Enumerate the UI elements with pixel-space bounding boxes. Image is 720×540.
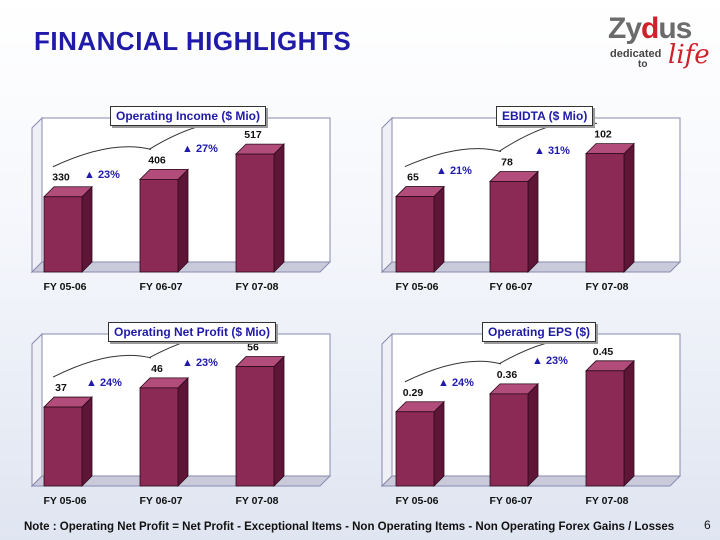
data-label: 102 xyxy=(594,129,612,141)
data-label: 517 xyxy=(244,129,262,141)
data-label: 406 xyxy=(148,154,166,166)
growth-label: ▲ 27% xyxy=(182,143,218,155)
bar-0 xyxy=(43,185,93,273)
x-tick-label: FY 05-06 xyxy=(44,495,87,507)
bar-side-face xyxy=(527,382,539,487)
bar-0 xyxy=(43,396,93,487)
page-number: 6 xyxy=(704,518,711,532)
data-label: 330 xyxy=(52,172,70,184)
bar-side-face xyxy=(433,185,445,273)
chart-svg: 0.29 FY 05-06 0.36 FY 06-07 0.45 FY 07-08 ▲ 24… xyxy=(380,332,682,507)
plot-side-wall xyxy=(381,332,393,488)
bar-front-face xyxy=(395,411,435,487)
company-logo: Zydus dedicated to life xyxy=(602,10,710,72)
page-title: FINANCIAL HIGHLIGHTS xyxy=(34,26,352,56)
data-label: 46 xyxy=(151,363,163,375)
data-label: 0.36 xyxy=(497,369,518,381)
bar-front-face xyxy=(585,153,625,273)
bar-front-face xyxy=(395,196,435,273)
growth-connector xyxy=(52,354,152,378)
bar-front-face xyxy=(585,370,625,487)
growth-label: ▲ 24% xyxy=(86,377,122,389)
bar-front-face xyxy=(489,393,529,487)
x-tick-label: FY 06-07 xyxy=(140,281,183,293)
bar-front-face xyxy=(139,179,179,273)
chart-title: Operating EPS ($) xyxy=(482,322,597,342)
bar-2 xyxy=(235,355,285,487)
x-tick-label: FY 06-07 xyxy=(140,495,183,507)
growth-label: ▲ 23% xyxy=(532,355,568,367)
data-label: 0.45 xyxy=(593,346,614,358)
chart-operating-eps: 0.29 FY 05-06 0.36 FY 06-07 0.45 FY 07-08 ▲ 24… xyxy=(374,316,684,516)
growth-label: ▲ 23% xyxy=(182,357,218,369)
data-label: 65 xyxy=(407,172,419,184)
x-tick-label: FY 07-08 xyxy=(586,495,629,507)
chart-title: Operating Income ($ Mio) xyxy=(110,106,267,126)
bar-side-face xyxy=(433,400,445,487)
logo-tagline-life: life xyxy=(668,40,710,70)
bar-side-face xyxy=(81,396,93,487)
growth-label: ▲ 31% xyxy=(534,145,570,157)
bar-1 xyxy=(139,376,189,487)
bar-2 xyxy=(585,142,635,273)
x-tick-label: FY 07-08 xyxy=(236,495,279,507)
logo-tagline-dedicated: dedicated xyxy=(610,48,662,60)
data-label: 37 xyxy=(55,382,67,394)
chart-svg: 37 FY 05-06 46 FY 06-07 56 FY 07-08 ▲ 24% ▲ 23% xyxy=(30,332,332,507)
bar-side-face xyxy=(273,355,285,487)
bar-side-face xyxy=(527,170,539,273)
bar-side-face xyxy=(177,168,189,273)
bar-side-face xyxy=(81,185,93,273)
chart-ebidta: 65 FY 05-06 78 FY 06-07 102 FY 07-08 ▲ 21% ▲ 31… xyxy=(374,100,684,305)
x-tick-label: FY 07-08 xyxy=(586,281,629,293)
growth-label: ▲ 24% xyxy=(438,377,474,389)
growth-label: ▲ 21% xyxy=(436,165,472,177)
growth-connector xyxy=(404,148,502,168)
bar-side-face xyxy=(623,142,635,273)
bar-1 xyxy=(489,170,539,273)
x-tick-label: FY 05-06 xyxy=(396,495,439,507)
bar-front-face xyxy=(43,196,83,273)
data-label: 0.29 xyxy=(403,387,424,399)
x-tick-label: FY 05-06 xyxy=(44,281,87,293)
footnote: Note : Operating Net Profit = Net Profit… xyxy=(24,521,675,533)
bar-1 xyxy=(489,382,539,487)
x-tick-label: FY 07-08 xyxy=(236,281,279,293)
bar-side-face xyxy=(623,359,635,487)
bar-2 xyxy=(235,143,285,273)
growth-connector xyxy=(52,146,152,168)
bar-side-face xyxy=(177,376,189,487)
bar-2 xyxy=(585,359,635,487)
bar-side-face xyxy=(273,143,285,273)
logo-tagline-to: to xyxy=(638,59,648,70)
plot-side-wall xyxy=(31,332,43,488)
chart-svg: 330 FY 05-06 406 FY 06-07 517 FY 07-08 ▲ 23% ▲ … xyxy=(30,116,332,293)
chart-title: Operating Net Profit ($ Mio) xyxy=(108,322,276,342)
chart-operating-net-profit: 37 FY 05-06 46 FY 06-07 56 FY 07-08 ▲ 24% ▲ 23%… xyxy=(24,316,334,516)
bar-front-face xyxy=(235,366,275,487)
bar-0 xyxy=(395,400,445,487)
chart-operating-income: 330 FY 05-06 406 FY 06-07 517 FY 07-08 ▲ 23% ▲ … xyxy=(24,100,334,305)
x-tick-label: FY 05-06 xyxy=(396,281,439,293)
growth-label: ▲ 23% xyxy=(84,169,120,181)
chart-title: EBIDTA ($ Mio) xyxy=(496,106,594,126)
plot-side-wall xyxy=(31,116,43,274)
bar-front-face xyxy=(489,181,529,273)
data-label: 56 xyxy=(247,342,259,354)
data-label: 78 xyxy=(501,156,513,168)
x-tick-label: FY 06-07 xyxy=(490,495,533,507)
plot-side-wall xyxy=(381,116,393,274)
growth-connector xyxy=(404,360,502,383)
x-tick-label: FY 06-07 xyxy=(490,281,533,293)
bar-0 xyxy=(395,185,445,273)
bar-front-face xyxy=(43,406,83,487)
logo-wordmark: Zydus xyxy=(608,12,692,45)
bar-1 xyxy=(139,168,189,273)
bar-front-face xyxy=(139,387,179,487)
bar-front-face xyxy=(235,153,275,273)
chart-svg: 65 FY 05-06 78 FY 06-07 102 FY 07-08 ▲ 21% ▲ 31… xyxy=(380,116,682,293)
